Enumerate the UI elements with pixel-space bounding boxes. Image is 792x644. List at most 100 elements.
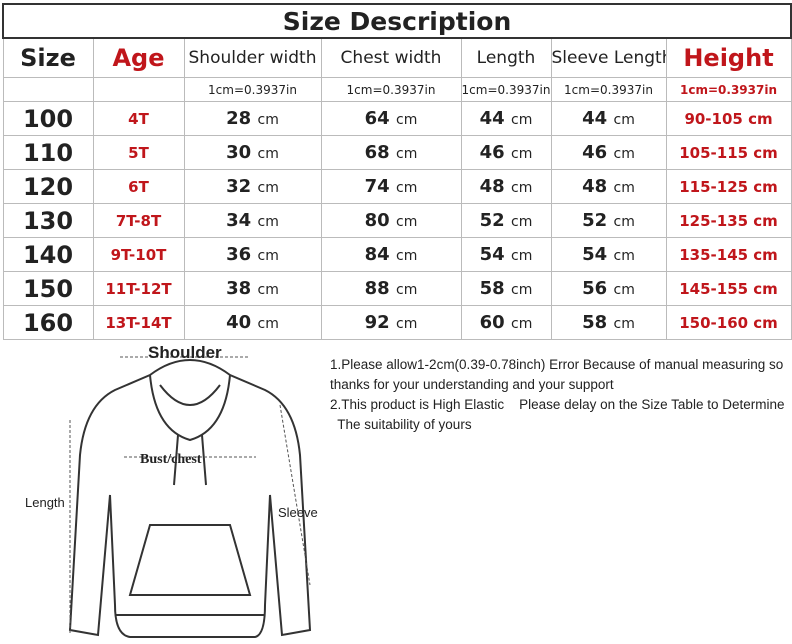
sleeve-label: Sleeve <box>278 505 318 520</box>
shoulder-label: Shoulder <box>148 343 222 362</box>
unit-label: cm <box>396 112 418 128</box>
size-cell: 110 <box>2 135 94 170</box>
table-row: 150 11T-12T 38 cm 88 cm 58 cm 56 cm 145-155 cm <box>2 271 792 306</box>
chest-cell: 88 cm <box>320 271 462 306</box>
length-cell: 48 cm <box>460 169 552 204</box>
shoulder-cell: 28 cm <box>183 101 322 136</box>
unit-note-cell: 1cm=0.3937in <box>665 77 792 102</box>
sleeve-cell: 58 cm <box>550 305 667 340</box>
shoulder-value: 40 <box>226 312 252 333</box>
shoulder-cell: 30 cm <box>183 135 322 170</box>
sleeve-value: 48 <box>582 176 608 197</box>
unit-label: cm <box>396 282 418 298</box>
sleeve-value: 44 <box>582 108 608 129</box>
age-cell: 11T-12T <box>92 271 185 306</box>
unit-label: cm <box>257 248 279 264</box>
age-cell: 7T-8T <box>92 203 185 238</box>
unit-note-cell: 1cm=0.3937in <box>183 77 322 102</box>
table-title: Size Description <box>1 3 792 39</box>
length-cell: 46 cm <box>460 135 552 170</box>
unit-label: cm <box>396 214 418 230</box>
unit-note-cell: 1cm=0.3937in <box>460 77 552 102</box>
length-value: 44 <box>479 108 505 129</box>
age-cell: 6T <box>92 169 185 204</box>
size-cell: 150 <box>2 271 94 306</box>
unit-label: cm <box>257 214 279 230</box>
column-header: Age <box>92 37 185 78</box>
shoulder-cell: 32 cm <box>183 169 322 204</box>
age-cell: 13T-14T <box>92 305 185 340</box>
size-cell: 140 <box>2 237 94 272</box>
size-cell: 130 <box>2 203 94 238</box>
shoulder-value: 32 <box>226 176 252 197</box>
sleeve-cell: 52 cm <box>550 203 667 238</box>
sleeve-cell: 48 cm <box>550 169 667 204</box>
length-cell: 58 cm <box>460 271 552 306</box>
note-line: 2.This product is High Elastic Please de… <box>330 397 785 412</box>
shoulder-value: 38 <box>226 278 252 299</box>
unit-label: cm <box>257 180 279 196</box>
length-value: 48 <box>479 176 505 197</box>
unit-label: cm <box>613 180 635 196</box>
hoodie-diagram <box>68 356 312 638</box>
chest-cell: 74 cm <box>320 169 462 204</box>
sleeve-value: 54 <box>582 244 608 265</box>
height-cell: 115-125 cm <box>665 169 792 204</box>
unit-label: cm <box>511 180 533 196</box>
column-header: Sleeve Length <box>550 37 667 78</box>
shoulder-cell: 34 cm <box>183 203 322 238</box>
unit-label: cm <box>396 316 418 332</box>
unit-note-cell: 1cm=0.3937in <box>320 77 462 102</box>
chest-value: 92 <box>364 312 390 333</box>
unit-label: cm <box>257 146 279 162</box>
unit-label: cm <box>257 112 279 128</box>
height-cell: 105-115 cm <box>665 135 792 170</box>
shoulder-value: 36 <box>226 244 252 265</box>
length-label: Length <box>25 495 65 510</box>
note-line: 1.Please allow1-2cm(0.39-0.78inch) Error… <box>330 357 784 372</box>
sleeve-value: 46 <box>582 142 608 163</box>
length-cell: 54 cm <box>460 237 552 272</box>
unit-label: cm <box>613 316 635 332</box>
length-cell: 44 cm <box>460 101 552 136</box>
column-header: Size <box>2 37 94 78</box>
unit-label: cm <box>613 146 635 162</box>
unit-label: cm <box>396 180 418 196</box>
chest-value: 74 <box>364 176 390 197</box>
unit-label: cm <box>511 214 533 230</box>
unit-note-cell <box>92 77 185 102</box>
sleeve-cell: 44 cm <box>550 101 667 136</box>
height-cell: 135-145 cm <box>665 237 792 272</box>
age-cell: 4T <box>92 101 185 136</box>
chest-value: 64 <box>364 108 390 129</box>
unit-note-cell <box>2 77 94 102</box>
chest-cell: 68 cm <box>320 135 462 170</box>
length-value: 54 <box>479 244 505 265</box>
table-row: 140 9T-10T 36 cm 84 cm 54 cm 54 cm 135-145 cm <box>2 237 792 272</box>
unit-label: cm <box>396 146 418 162</box>
unit-label: cm <box>257 316 279 332</box>
shoulder-cell: 38 cm <box>183 271 322 306</box>
note-line: thanks for your understanding and your s… <box>330 377 614 392</box>
shoulder-value: 28 <box>226 108 252 129</box>
length-cell: 60 cm <box>460 305 552 340</box>
unit-label: cm <box>613 214 635 230</box>
unit-label: cm <box>396 248 418 264</box>
unit-label: cm <box>511 146 533 162</box>
age-cell: 5T <box>92 135 185 170</box>
size-cell: 160 <box>2 305 94 340</box>
chest-value: 88 <box>364 278 390 299</box>
column-header: Length <box>460 37 552 78</box>
height-cell: 90-105 cm <box>665 101 792 136</box>
length-cell: 52 cm <box>460 203 552 238</box>
chest-cell: 84 cm <box>320 237 462 272</box>
sleeve-value: 52 <box>582 210 608 231</box>
unit-label: cm <box>511 248 533 264</box>
height-cell: 145-155 cm <box>665 271 792 306</box>
size-table: Size Description Size Age Shoulder width Ch… <box>1 3 792 340</box>
age-cell: 9T-10T <box>92 237 185 272</box>
sleeve-cell: 54 cm <box>550 237 667 272</box>
height-cell: 150-160 cm <box>665 305 792 340</box>
chest-cell: 92 cm <box>320 305 462 340</box>
unit-label: cm <box>257 282 279 298</box>
